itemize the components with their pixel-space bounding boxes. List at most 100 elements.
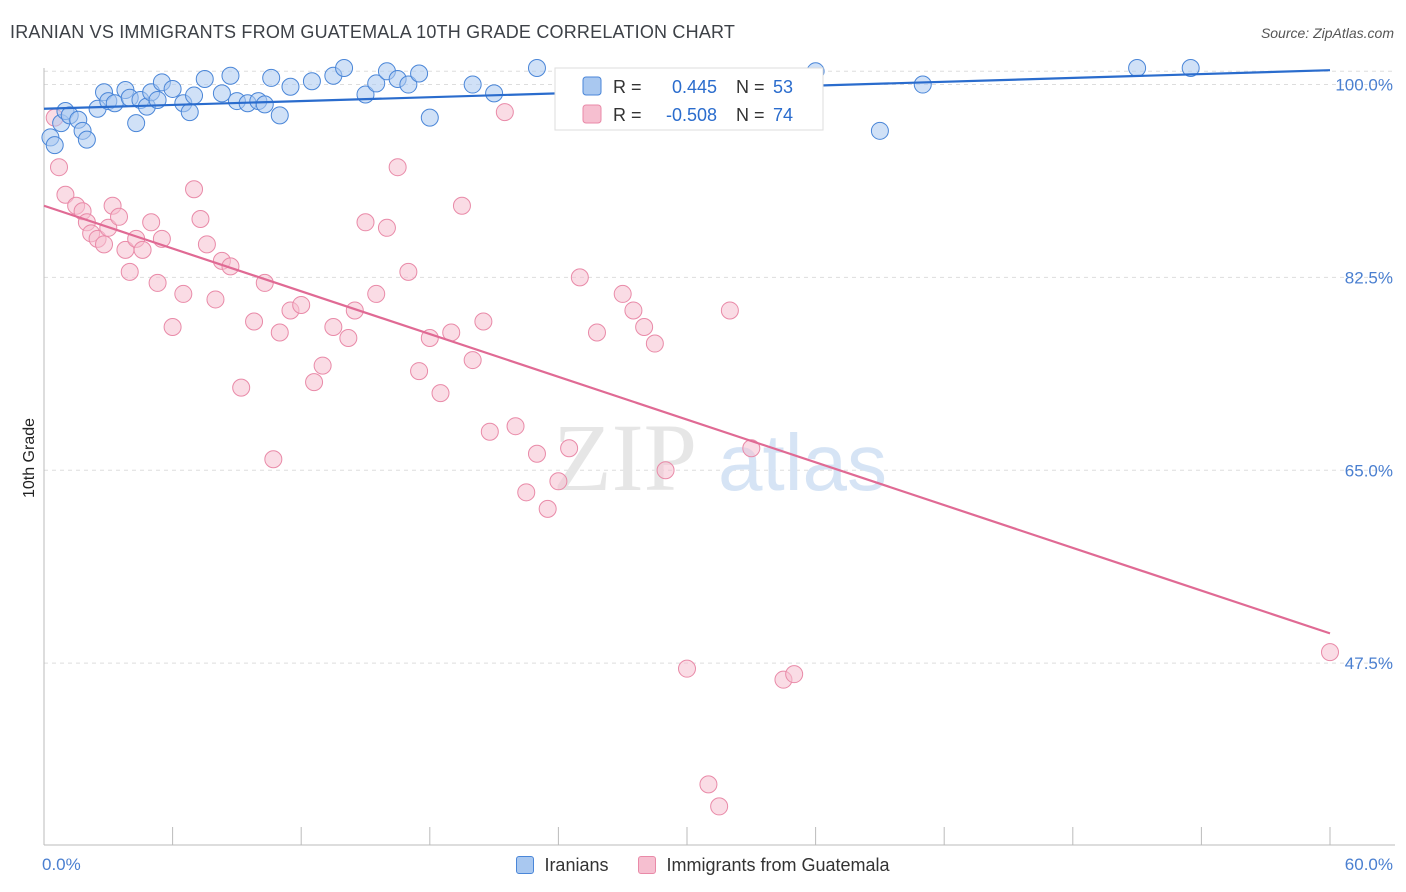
point-guatemala-22 <box>191 209 210 228</box>
stats-r-label-guatemala: R = <box>613 105 642 125</box>
point-guatemala-59 <box>570 268 589 287</box>
point-guatemala-37 <box>339 329 358 348</box>
point-iranians-41 <box>399 75 418 94</box>
stats-r-label-iranians: R = <box>613 77 642 97</box>
point-guatemala-70 <box>742 439 761 458</box>
point-guatemala-64 <box>645 334 664 353</box>
point-guatemala-26 <box>221 257 240 276</box>
point-guatemala-73 <box>1321 643 1339 662</box>
point-guatemala-40 <box>367 284 386 303</box>
y-tick-label-0: 47.5% <box>1345 654 1393 673</box>
point-guatemala-33 <box>292 295 311 314</box>
point-guatemala-38 <box>345 301 364 320</box>
stats-legend-swatch-guatemala <box>582 104 602 124</box>
stats-n-value-guatemala: 74 <box>773 105 793 125</box>
point-guatemala-8 <box>95 235 114 254</box>
point-guatemala-44 <box>410 362 429 381</box>
point-guatemala-61 <box>613 284 632 303</box>
point-guatemala-34 <box>305 373 324 392</box>
point-guatemala-69 <box>720 301 739 320</box>
point-guatemala-39 <box>356 213 375 232</box>
point-guatemala-15 <box>133 240 152 259</box>
point-iranians-34 <box>302 72 321 91</box>
point-guatemala-46 <box>431 384 450 403</box>
stats-r-value-iranians: 0.445 <box>672 77 717 97</box>
point-guatemala-2 <box>56 185 75 204</box>
point-iranians-49 <box>870 121 889 140</box>
point-guatemala-55 <box>527 444 546 463</box>
point-guatemala-36 <box>324 318 343 336</box>
point-guatemala-17 <box>148 273 167 292</box>
point-iranians-1 <box>45 136 64 155</box>
point-iranians-31 <box>262 68 281 87</box>
point-iranians-32 <box>270 106 289 125</box>
stats-n-label-iranians: N = <box>736 77 765 97</box>
point-guatemala-13 <box>120 262 139 281</box>
point-iranians-43 <box>420 108 439 127</box>
chart-title: IRANIAN VS IMMIGRANTS FROM GUATEMALA 10T… <box>10 22 736 42</box>
point-guatemala-35 <box>313 356 332 375</box>
point-guatemala-54 <box>517 483 536 502</box>
point-guatemala-24 <box>206 290 225 309</box>
point-iranians-20 <box>163 79 182 98</box>
point-guatemala-41 <box>377 218 396 237</box>
point-guatemala-66 <box>678 659 696 678</box>
point-iranians-24 <box>195 70 214 89</box>
trendline-guatemala <box>43 204 1331 635</box>
point-guatemala-31 <box>270 323 289 342</box>
point-guatemala-23 <box>197 235 216 254</box>
point-guatemala-62 <box>624 301 643 320</box>
point-guatemala-50 <box>474 312 493 331</box>
point-guatemala-16 <box>142 213 161 232</box>
bottom-legend: Iranians Immigrants from Guatemala <box>0 852 1406 878</box>
point-guatemala-21 <box>185 180 204 199</box>
point-guatemala-56 <box>538 499 557 518</box>
point-guatemala-63 <box>635 318 654 336</box>
point-guatemala-43 <box>399 262 418 281</box>
point-guatemala-19 <box>163 318 182 336</box>
point-guatemala-72 <box>785 665 804 684</box>
point-guatemala-57 <box>549 472 568 491</box>
point-guatemala-30 <box>264 450 283 469</box>
point-iranians-52 <box>1181 59 1200 77</box>
point-guatemala-48 <box>452 196 471 215</box>
point-guatemala-51 <box>480 422 499 441</box>
stats-legend-swatch-iranians <box>582 76 602 96</box>
legend-item-guatemala[interactable]: Immigrants from Guatemala <box>638 854 890 876</box>
point-iranians-7 <box>77 130 96 149</box>
point-iranians-46 <box>527 59 546 77</box>
point-guatemala-28 <box>245 312 264 331</box>
stats-legend: R = 0.445 N = 53 R = -0.508 N = 74 <box>554 67 824 131</box>
stats-r-value-guatemala: -0.508 <box>666 105 717 125</box>
point-guatemala-53 <box>506 417 525 436</box>
point-iranians-22 <box>180 103 199 122</box>
legend-item-iranians[interactable]: Iranians <box>516 855 608 876</box>
trendlines <box>43 69 1331 635</box>
point-guatemala-65 <box>656 461 675 480</box>
point-iranians-44 <box>463 75 482 94</box>
source-label: Source: ZipAtlas.com <box>1260 25 1394 41</box>
point-guatemala-49 <box>463 351 482 370</box>
point-iranians-33 <box>281 77 300 96</box>
point-iranians-45 <box>485 84 504 103</box>
x-tick-label-min: 0.0% <box>42 855 81 874</box>
y-tick-label-2: 82.5% <box>1345 268 1393 287</box>
y-tick-labels: 47.5% 65.0% 82.5% 100.0% <box>1335 76 1393 674</box>
point-iranians-23 <box>185 86 204 105</box>
y-tick-label-3: 100.0% <box>1335 76 1393 95</box>
watermark-atlas: atlas <box>718 418 887 507</box>
x-ticks <box>43 827 1331 845</box>
watermark: ZIP atlas <box>553 404 887 511</box>
gridlines <box>44 70 1395 664</box>
watermark-zip: ZIP <box>553 404 697 511</box>
point-guatemala-68 <box>710 797 729 816</box>
point-guatemala-42 <box>388 158 407 177</box>
axes <box>43 68 1395 846</box>
legend-label-guatemala: Immigrants from Guatemala <box>666 854 890 875</box>
y-axis-title: 10th Grade <box>21 418 38 498</box>
y-tick-label-1: 65.0% <box>1345 461 1393 480</box>
point-guatemala-60 <box>587 323 606 342</box>
point-iranians-50 <box>913 75 932 94</box>
x-tick-label-max: 60.0% <box>1345 855 1393 874</box>
